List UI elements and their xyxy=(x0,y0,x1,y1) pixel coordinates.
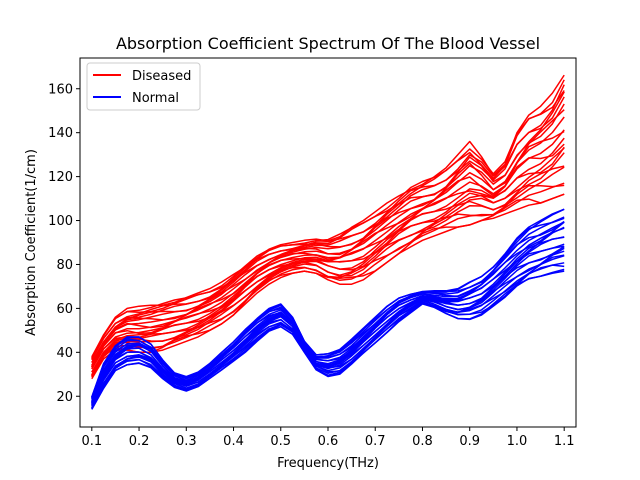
series-line-diseased-1 xyxy=(91,193,565,377)
series-line-diseased-17 xyxy=(91,96,565,361)
legend-label-normal: Normal xyxy=(132,91,179,106)
series-line-normal-14 xyxy=(91,227,565,402)
x-tick-label: 1.0 xyxy=(507,434,528,449)
series-line-diseased-0 xyxy=(91,193,565,380)
series-line-diseased-10 xyxy=(91,143,565,368)
y-tick-label: 160 xyxy=(48,82,73,97)
series-line-diseased-12 xyxy=(91,130,565,368)
series-line-diseased-11 xyxy=(91,129,565,368)
series-line-diseased-16 xyxy=(91,91,565,363)
series-line-normal-16 xyxy=(91,221,565,400)
x-tick-label: 0.6 xyxy=(318,434,339,449)
series-line-normal-7 xyxy=(91,250,565,406)
series-line-diseased-21 xyxy=(91,74,565,359)
series-line-normal-21 xyxy=(91,208,565,398)
axes-layer: 0.1 0.2 0.3 0.4 0.5 0.6 0.7 0.8 0.9 1.0 1.1 20 40 60 8… xyxy=(48,57,577,449)
series-line-diseased-3 xyxy=(91,184,565,377)
x-tick-label: 0.7 xyxy=(365,434,386,449)
series-line-normal-12 xyxy=(91,236,565,403)
y-tick-label: 120 xyxy=(48,170,73,185)
x-axis-title: Frequency(THz) xyxy=(277,456,379,471)
x-tick-label: 0.4 xyxy=(223,434,244,449)
y-tick-label: 140 xyxy=(48,126,73,141)
x-tick-label: 0.3 xyxy=(176,434,197,449)
x-tick-label: 0.9 xyxy=(459,434,480,449)
y-tick-label: 60 xyxy=(56,302,73,317)
x-tick-label: 1.1 xyxy=(554,434,575,449)
chart-title: Absorption Coefficient Spectrum Of The B… xyxy=(116,34,540,53)
series-line-normal-5 xyxy=(91,255,565,407)
y-tick-label: 100 xyxy=(48,214,73,229)
y-tick-label: 20 xyxy=(56,390,73,405)
series-line-diseased-14 xyxy=(91,109,565,367)
legend: Diseased Normal xyxy=(86,62,201,111)
legend-label-diseased: Diseased xyxy=(132,69,191,84)
series-line-normal-9 xyxy=(91,245,565,405)
x-tick-label: 0.5 xyxy=(270,434,291,449)
series-line-diseased-5 xyxy=(91,165,565,376)
x-tick-label: 0.1 xyxy=(81,434,102,449)
series-layer xyxy=(91,74,565,410)
x-tick-label: 0.2 xyxy=(129,434,150,449)
series-line-diseased-19 xyxy=(91,90,565,359)
y-axis-title: Absorption Coefficient(1/cm) xyxy=(24,149,39,336)
y-tick-label: 80 xyxy=(56,258,73,273)
series-line-normal-2 xyxy=(91,264,565,410)
y-tick-label: 40 xyxy=(56,346,73,361)
series-line-diseased-7 xyxy=(91,147,565,373)
x-tick-label: 0.8 xyxy=(412,434,433,449)
series-line-diseased-15 xyxy=(91,103,565,363)
